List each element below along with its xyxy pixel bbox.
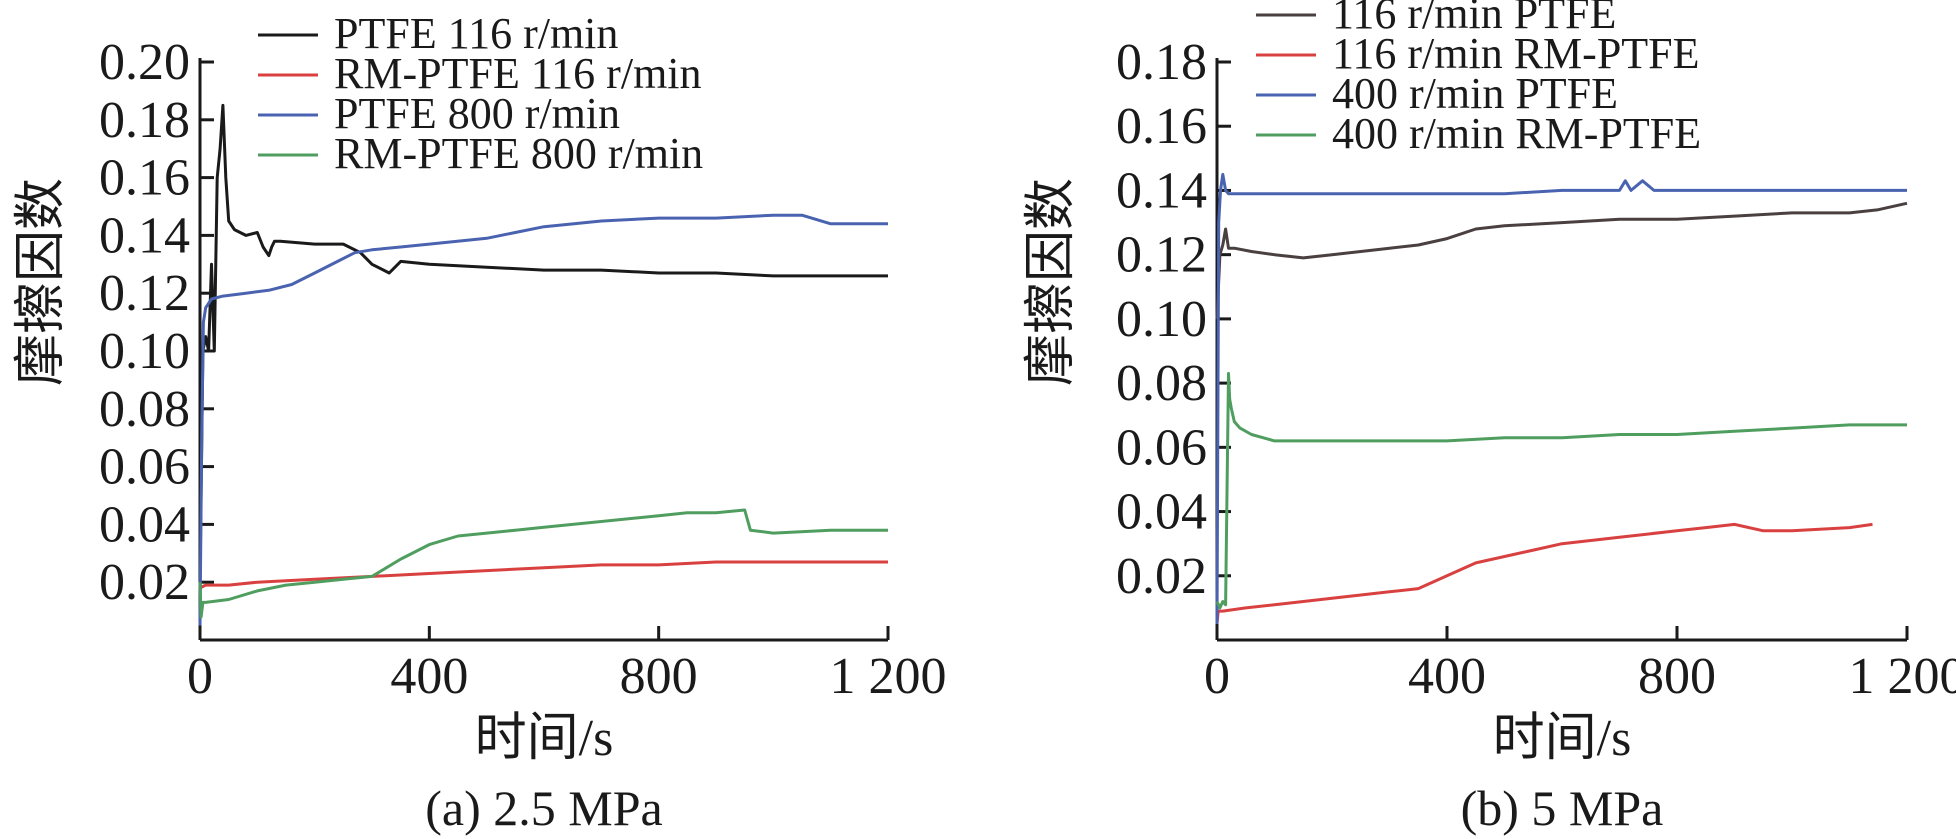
y-tick-label: 0.10 (99, 323, 190, 380)
x-tick-label: 800 (1638, 648, 1716, 705)
y-tick-label: 0.18 (99, 92, 190, 149)
legend-label-2: 400 r/min PTFE (1332, 69, 1618, 118)
y-tick-label: 0.12 (99, 265, 190, 322)
y-tick-label: 0.02 (1116, 548, 1207, 605)
y-tick-label: 0.12 (1116, 227, 1207, 284)
x-tick-label: 800 (620, 648, 698, 705)
series-line-3 (198, 508, 888, 619)
series-line-0 (198, 103, 888, 583)
y-tick-label: 0.16 (99, 150, 190, 207)
y-tick-label: 0.04 (1116, 484, 1207, 541)
legend-label-0: 116 r/min PTFE (1332, 0, 1616, 38)
y-tick-label: 0.06 (99, 439, 190, 496)
y-tick-label: 0.18 (1116, 34, 1207, 91)
y-tick-label: 0.14 (1116, 162, 1207, 219)
y-axis-title: 摩擦因数 (1023, 178, 1080, 386)
x-tick-label: 400 (390, 648, 468, 705)
series-line-1 (1215, 522, 1873, 625)
y-axis-title: 摩擦因数 (13, 178, 70, 386)
x-tick-label: 1 200 (830, 648, 947, 705)
y-tick-label: 0.08 (99, 381, 190, 438)
chart-panel-1: 0.02 0.04 0.06 0.08 0.10 0.12 0.14 0.16 0.18 0 400… (1023, 0, 1956, 836)
series-line-1 (199, 560, 888, 590)
x-axis-title: 时间/s (475, 710, 614, 767)
series-line-2 (1215, 172, 1907, 624)
x-tick-label: 400 (1408, 648, 1486, 705)
y-tick-label: 0.06 (1116, 419, 1207, 476)
series-line-2 (198, 213, 888, 626)
subfigure-caption: (a) 2.5 MPa (425, 780, 662, 836)
legend-label-3: RM-PTFE 800 r/min (334, 129, 703, 178)
y-tick-label: 0.20 (99, 34, 190, 91)
y-tick-label: 0.04 (99, 496, 190, 553)
y-tick-label: 0.08 (1116, 355, 1207, 412)
legend-label-1: 116 r/min RM-PTFE (1332, 29, 1700, 78)
x-tick-label: 0 (1204, 648, 1230, 705)
series-line-3 (1215, 372, 1907, 610)
y-tick-label: 0.14 (99, 207, 190, 264)
y-tick-label: 0.16 (1116, 98, 1207, 155)
legend-label-2: PTFE 800 r/min (334, 89, 620, 138)
x-axis-title: 时间/s (1493, 710, 1632, 767)
series-line-0 (1215, 201, 1908, 319)
legend-label-0: PTFE 116 r/min (334, 9, 618, 58)
legend-label-1: RM-PTFE 116 r/min (334, 49, 702, 98)
chart-panel-0: 0.020.040.060.080.100.120.140.160.180.20… (13, 9, 947, 836)
y-tick-label: 0.02 (99, 554, 190, 611)
x-tick-label: 0 (187, 648, 213, 705)
legend-label-3: 400 r/min RM-PTFE (1332, 109, 1701, 158)
y-tick-label: 0.10 (1116, 291, 1207, 348)
subfigure-caption: (b) 5 MPa (1461, 780, 1664, 836)
x-tick-label: 1 200 (1849, 648, 1956, 705)
